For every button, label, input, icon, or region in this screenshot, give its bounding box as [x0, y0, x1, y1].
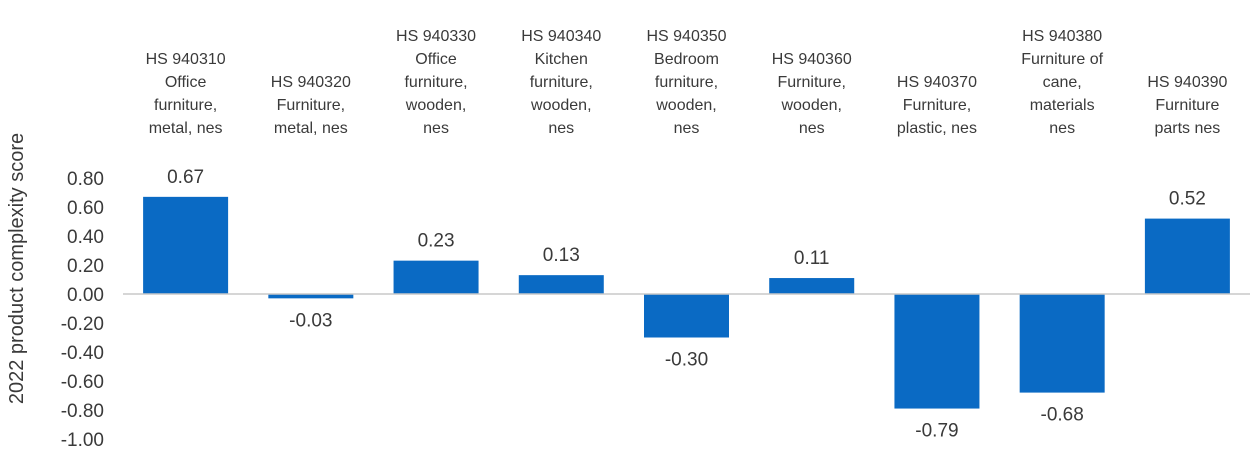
- data-label: 0.13: [543, 245, 580, 266]
- y-tick-label: -0.20: [61, 314, 104, 335]
- category-label: HS 940330: [396, 28, 476, 45]
- bar: [769, 278, 855, 294]
- data-label: 0.52: [1169, 189, 1206, 210]
- category-label: Bedroom: [654, 51, 719, 68]
- category-label: furniture,: [655, 74, 718, 91]
- category-label: nes: [548, 120, 574, 137]
- data-label: 0.23: [418, 231, 455, 252]
- bar: [518, 275, 604, 294]
- data-label: -0.30: [665, 350, 708, 371]
- data-label: -0.68: [1041, 405, 1084, 426]
- category-label: wooden,: [405, 97, 467, 114]
- category-label: metal, nes: [274, 120, 348, 137]
- y-tick-label: 0.80: [67, 169, 104, 190]
- y-tick-label: 0.00: [67, 285, 104, 306]
- bar: [268, 294, 354, 299]
- y-tick-label: 0.60: [67, 198, 104, 219]
- data-label: 0.11: [794, 248, 830, 269]
- category-label: furniture,: [530, 74, 593, 91]
- y-axis-ticks: 0.80 0.60 0.40 0.20 0.00 -0.20 -0.40 -0.60 -0.80…: [61, 169, 104, 451]
- category-label: furniture,: [154, 97, 217, 114]
- bar: [393, 260, 479, 294]
- category-label: Furniture: [1155, 97, 1219, 114]
- category-label: HS 940370: [897, 74, 977, 91]
- category-label: Office: [165, 74, 207, 91]
- y-tick-label: -0.40: [61, 343, 104, 364]
- y-tick-label: -0.80: [61, 401, 104, 422]
- category-label: Furniture of: [1021, 51, 1103, 68]
- category-label: nes: [423, 120, 449, 137]
- bar: [143, 196, 229, 294]
- category-label: cane,: [1043, 74, 1082, 91]
- y-tick-label: 0.20: [67, 256, 104, 277]
- data-labels: 0.67 -0.03 0.23 0.13 -0.30 0.11 -0.79 -0.68 0.52: [167, 167, 1206, 442]
- data-label: 0.67: [167, 167, 204, 188]
- bar: [894, 294, 980, 409]
- y-tick-label: -1.00: [61, 430, 104, 451]
- category-label: materials: [1030, 97, 1095, 114]
- category-label: HS 940380: [1022, 28, 1102, 45]
- bars: [143, 196, 1230, 409]
- category-label: HS 940360: [772, 51, 852, 68]
- category-label: HS 940320: [271, 74, 351, 91]
- category-label: Kitchen: [535, 51, 588, 68]
- category-label: HS 940340: [521, 28, 601, 45]
- category-label: nes: [799, 120, 825, 137]
- bar: [644, 294, 729, 338]
- category-label: nes: [1049, 120, 1075, 137]
- category-label: metal, nes: [149, 120, 223, 137]
- bar: [1144, 218, 1230, 294]
- category-label: plastic, nes: [897, 120, 977, 137]
- y-tick-label: 0.40: [67, 227, 104, 248]
- category-label: parts nes: [1154, 120, 1220, 137]
- category-label: Furniture,: [903, 97, 971, 114]
- bar: [1019, 294, 1105, 393]
- category-label: furniture,: [404, 74, 467, 91]
- y-tick-label: -0.60: [61, 372, 104, 393]
- category-label: wooden,: [655, 97, 717, 114]
- category-label: Office: [415, 51, 457, 68]
- y-axis-title: 2022 product complexity score: [6, 133, 28, 404]
- category-label: wooden,: [780, 97, 842, 114]
- category-label: HS 940350: [646, 28, 726, 45]
- category-label: HS 940390: [1147, 74, 1227, 91]
- data-label: -0.79: [915, 421, 958, 442]
- data-label: -0.03: [289, 310, 332, 331]
- category-label: wooden,: [530, 97, 592, 114]
- category-label: Furniture,: [277, 97, 345, 114]
- category-label: Furniture,: [777, 74, 845, 91]
- category-label: HS 940310: [146, 51, 226, 68]
- category-label: nes: [674, 120, 700, 137]
- category-labels: HS 940310 Office furniture, metal, nes HS 94…: [146, 28, 1228, 137]
